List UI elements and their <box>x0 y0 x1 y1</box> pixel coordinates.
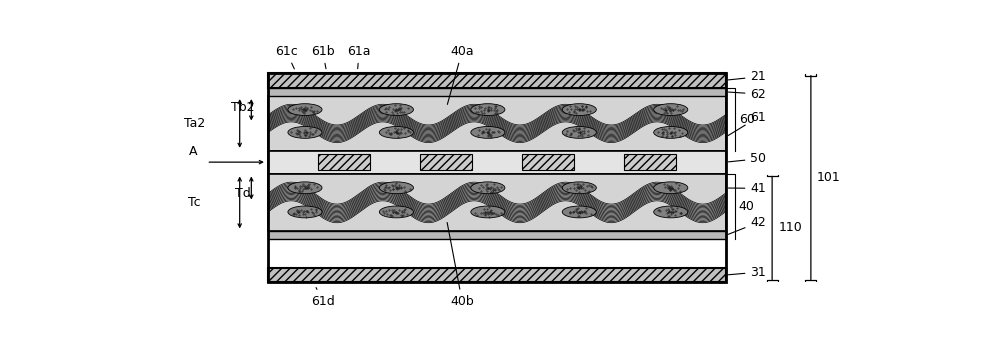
Text: 42: 42 <box>728 216 766 234</box>
Text: 101: 101 <box>817 171 841 184</box>
Bar <box>268 73 726 282</box>
Bar <box>268 88 726 96</box>
Text: 40: 40 <box>739 200 755 213</box>
Text: 31: 31 <box>728 266 766 279</box>
Bar <box>268 231 726 239</box>
Bar <box>268 268 726 282</box>
Circle shape <box>562 206 596 218</box>
Circle shape <box>654 182 688 194</box>
Text: Tb2: Tb2 <box>231 101 255 114</box>
Text: 40b: 40b <box>447 223 474 308</box>
Circle shape <box>562 126 596 138</box>
Bar <box>268 151 726 173</box>
Circle shape <box>288 182 322 194</box>
Text: 50: 50 <box>728 152 766 165</box>
Circle shape <box>379 126 413 138</box>
Circle shape <box>471 182 505 194</box>
Text: 60: 60 <box>739 113 755 126</box>
Circle shape <box>562 104 596 116</box>
Text: Ta2: Ta2 <box>184 117 205 130</box>
Bar <box>268 73 726 88</box>
Text: A: A <box>189 145 197 158</box>
Circle shape <box>654 206 688 218</box>
Text: 61b: 61b <box>311 45 334 69</box>
Circle shape <box>562 182 596 194</box>
Text: 61c: 61c <box>275 45 298 69</box>
Bar <box>268 173 726 231</box>
Text: 61a: 61a <box>347 45 371 69</box>
Circle shape <box>471 104 505 116</box>
Text: 61: 61 <box>728 111 766 136</box>
Circle shape <box>288 126 322 138</box>
Bar <box>318 154 370 170</box>
Circle shape <box>379 182 413 194</box>
Circle shape <box>471 206 505 218</box>
Circle shape <box>379 206 413 218</box>
Text: 110: 110 <box>778 222 802 235</box>
Text: 61d: 61d <box>311 288 334 308</box>
Text: 40a: 40a <box>447 45 474 104</box>
Circle shape <box>288 104 322 116</box>
Bar <box>268 96 726 151</box>
Text: 41: 41 <box>728 182 766 195</box>
Circle shape <box>379 104 413 116</box>
Text: 62: 62 <box>728 88 766 101</box>
Circle shape <box>288 206 322 218</box>
Circle shape <box>654 104 688 116</box>
Circle shape <box>471 126 505 138</box>
Bar <box>522 154 574 170</box>
Circle shape <box>654 126 688 138</box>
Text: Tc: Tc <box>188 196 201 209</box>
Bar <box>624 154 676 170</box>
Bar <box>420 154 472 170</box>
Text: 21: 21 <box>728 70 766 83</box>
Text: Td: Td <box>235 187 251 200</box>
